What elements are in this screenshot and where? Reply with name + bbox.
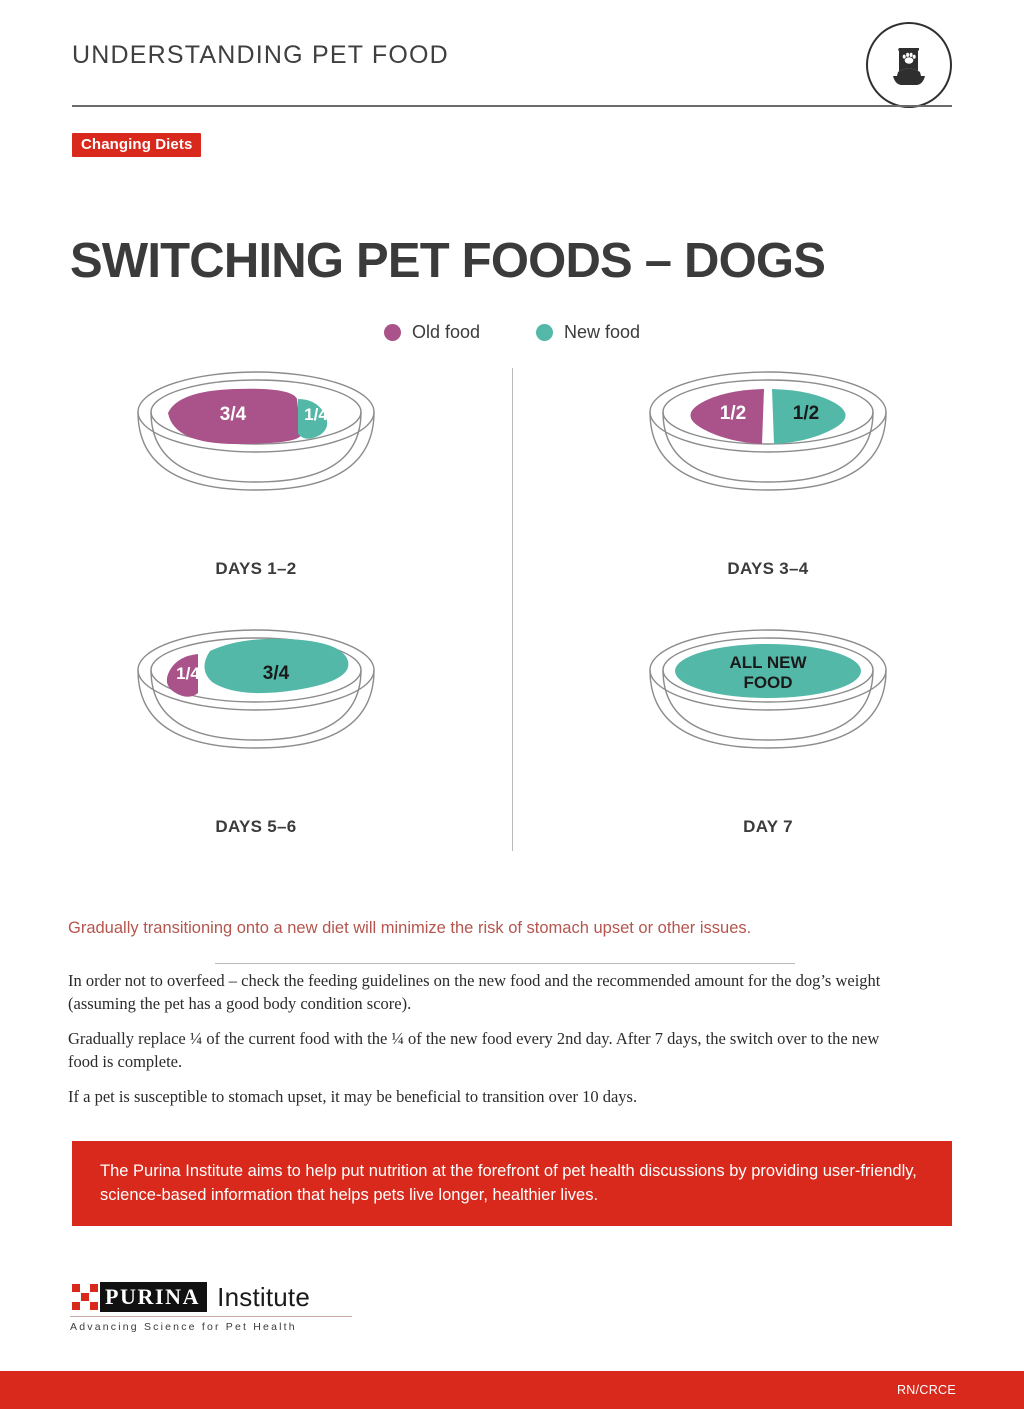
chart-legend: Old food New food xyxy=(0,322,1024,343)
legend-item-new-food: New food xyxy=(536,322,640,343)
legend-label-old-food: Old food xyxy=(411,322,480,342)
grid-vertical-divider xyxy=(512,368,513,851)
page-footer: RN/CRCE xyxy=(0,1371,1024,1409)
bowl-illustration-days-5-6: 1/4 3/4 xyxy=(126,618,386,813)
legend-label-new-food: New food xyxy=(564,322,641,342)
logo-divider xyxy=(70,1316,352,1317)
old-food-portion-label: 1/4 xyxy=(176,664,200,683)
purina-wordmark: PURINA xyxy=(105,1284,201,1309)
old-food-portion-label: 1/2 xyxy=(720,403,746,424)
header-divider xyxy=(72,105,952,107)
legend-item-old-food: Old food xyxy=(383,322,480,343)
bowl-caption-days-3-4: DAYS 3–4 xyxy=(727,559,809,578)
footer-document-code: RN/CRCE xyxy=(896,1383,956,1397)
legend-dot-old-food xyxy=(383,324,401,341)
new-food-portion-label: 1/2 xyxy=(793,403,819,424)
page-header: UNDERSTANDING PET FOOD xyxy=(72,22,952,112)
old-food-portion xyxy=(690,389,764,444)
pet-food-bag-and-bowl-icon xyxy=(866,22,952,108)
grid-horizontal-divider xyxy=(215,963,795,964)
body-paragraph-2: Gradually replace ¼ of the current food … xyxy=(68,1028,880,1071)
body-paragraph-1: In order not to overfeed – check the fee… xyxy=(68,970,881,1013)
page-title: SWITCHING PET FOODS – DOGS xyxy=(70,233,826,288)
bowl-illustration-days-1-2: 3/4 1/4 xyxy=(126,360,386,555)
page-header-title: UNDERSTANDING PET FOOD xyxy=(72,41,449,69)
purina-institute-logo: PURINA Institute Advancing Science for P… xyxy=(70,1282,370,1333)
bowl-illustration-days-3-4: 1/2 1/2 xyxy=(638,360,898,555)
bowl-illustration-day-7: ALL NEW FOOD xyxy=(638,618,898,813)
bowl-panel-day-7: ALL NEW FOOD DAY 7 xyxy=(512,618,1024,868)
old-food-portion xyxy=(168,388,301,444)
bowl-panel-days-1-2: 3/4 1/4 DAYS 1–2 xyxy=(0,360,512,610)
bowl-caption-days-5-6: DAYS 5–6 xyxy=(215,817,297,836)
bowl-caption-day-7: DAY 7 xyxy=(743,817,793,836)
mission-callout-text: The Purina Institute aims to help put nu… xyxy=(100,1161,917,1204)
lead-paragraph: Gradually transitioning onto a new diet … xyxy=(68,918,752,937)
institute-wordmark: Institute xyxy=(217,1282,311,1312)
body-paragraph-3: If a pet is susceptible to stomach upset… xyxy=(68,1086,638,1106)
new-food-portion xyxy=(204,638,349,694)
bowl-panel-days-5-6: 1/4 3/4 DAYS 5–6 xyxy=(0,618,512,868)
bowl-diagram-grid: 3/4 1/4 DAYS 1–2 1/2 1/2 DAYS 3–4 xyxy=(0,360,1024,964)
new-food-portion-label-line2: FOOD xyxy=(743,673,792,692)
new-food-portion-label: 1/4 xyxy=(304,405,328,424)
legend-dot-new-food xyxy=(536,324,553,341)
new-food-portion-label: 3/4 xyxy=(263,663,290,684)
new-food-portion xyxy=(675,644,861,698)
new-food-portion xyxy=(298,399,328,439)
old-food-portion-label: 3/4 xyxy=(220,404,247,425)
new-food-portion-label-line1: ALL NEW xyxy=(729,653,807,672)
new-food-portion xyxy=(772,389,846,444)
purina-checkerboard-icon xyxy=(70,1282,100,1312)
mission-callout: The Purina Institute aims to help put nu… xyxy=(72,1141,952,1226)
bowl-caption-days-1-2: DAYS 1–2 xyxy=(215,559,297,578)
bowl-panel-days-3-4: 1/2 1/2 DAYS 3–4 xyxy=(512,360,1024,610)
purina-logo-lockup: PURINA xyxy=(70,1282,208,1312)
old-food-portion xyxy=(166,654,198,697)
section-badge: Changing Diets xyxy=(72,133,202,157)
logo-tagline: Advancing Science for Pet Health xyxy=(70,1321,297,1333)
